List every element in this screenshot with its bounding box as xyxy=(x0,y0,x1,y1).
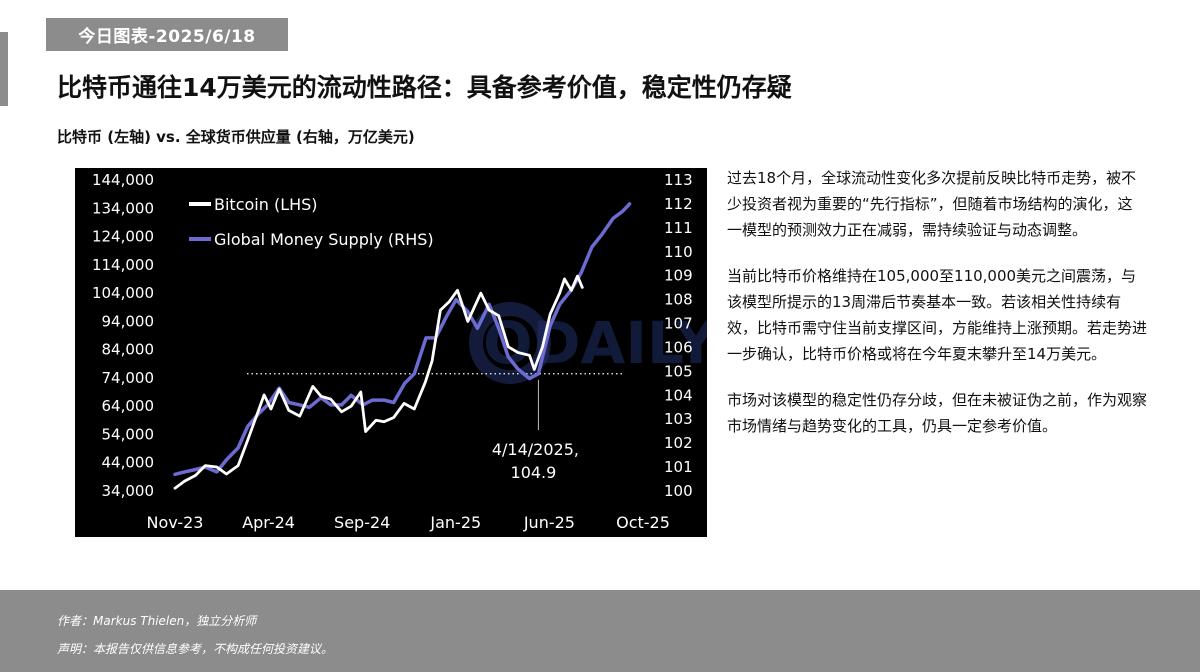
right-axis-tick-label: 109 xyxy=(664,267,693,285)
left-axis-tick-label: 104,000 xyxy=(92,284,154,302)
left-axis-tick-label: 144,000 xyxy=(92,171,154,189)
right-axis-tick-label: 107 xyxy=(664,315,693,333)
left-axis-tick-label: 64,000 xyxy=(102,397,155,415)
watermark-text: ODAILY xyxy=(483,309,707,377)
right-axis-tick-label: 102 xyxy=(664,434,693,452)
right-axis-tick-label: 110 xyxy=(664,243,693,261)
x-axis-tick-label: Apr-24 xyxy=(242,513,295,532)
right-axis-tick-label: 101 xyxy=(664,458,693,476)
money-supply-line xyxy=(173,202,632,477)
right-axis-tick-label: 111 xyxy=(664,219,693,237)
left-axis-tick-label: 54,000 xyxy=(102,425,155,443)
x-axis-tick-label: Sep-24 xyxy=(334,513,390,532)
x-axis-tick-label: Jan-25 xyxy=(429,513,481,532)
legend-label-2: Global Money Supply (RHS) xyxy=(214,230,434,249)
right-axis-tick-label: 105 xyxy=(664,362,693,380)
left-axis-tick-label: 124,000 xyxy=(92,228,154,246)
right-axis-tick-label: 103 xyxy=(664,410,693,428)
left-axis-tick-label: 134,000 xyxy=(92,199,154,217)
annotation-value-label: 104.9 xyxy=(511,463,557,482)
chart-panel: ODAILY 144,000 134,000 124,000 114,000 104,00… xyxy=(75,168,707,537)
date-badge: 今日图表-2025/6/18 xyxy=(46,18,288,51)
left-axis-tick-label: 44,000 xyxy=(102,454,155,472)
commentary-paragraph-2: 当前比特币价格维持在105,000至110,000美元之间震荡，与该模型所提示的… xyxy=(727,267,1148,363)
right-axis-tick-label: 104 xyxy=(664,386,693,404)
legend-label-1: Bitcoin (LHS) xyxy=(214,195,318,214)
commentary-paragraph-1: 过去18个月，全球流动性变化多次提前反映比特币走势，被不少投资者视为重要的“先行… xyxy=(727,169,1137,239)
right-axis-tick-label: 112 xyxy=(664,195,693,213)
right-axis-tick-label: 113 xyxy=(664,171,693,189)
x-axis-tick-label: Nov-23 xyxy=(147,513,204,532)
x-axis-tick-label: Jun-25 xyxy=(523,513,575,532)
right-axis-tick-label: 108 xyxy=(664,291,693,309)
right-axis-tick-label: 100 xyxy=(664,482,693,500)
left-axis-tick-label: 34,000 xyxy=(102,482,155,500)
commentary-paragraph-3: 市场对该模型的稳定性仍存分歧，但在未被证伪之前，作为观察市场情绪与趋势变化的工具… xyxy=(727,391,1148,435)
left-accent-bar xyxy=(0,32,8,106)
left-axis-tick-label: 114,000 xyxy=(92,256,154,274)
x-axis-tick-label: Oct-25 xyxy=(616,513,670,532)
footer-author: 作者：Markus Thielen，独立分析师 xyxy=(57,614,257,628)
left-axis-tick-label: 74,000 xyxy=(102,369,155,387)
page-title: 比特币通往14万美元的流动性路径：具备参考价值，稳定性仍存疑 xyxy=(57,73,792,102)
commentary: 过去18个月，全球流动性变化多次提前反映比特币走势，被不少投资者视为重要的“先行… xyxy=(727,165,1147,459)
bitcoin-line xyxy=(173,274,584,490)
chart-subtitle: 比特币 (左轴) vs. 全球货币供应量 (右轴，万亿美元) xyxy=(57,128,415,146)
footer-disclaimer: 声明：本报告仅供信息参考，不构成任何投资建议。 xyxy=(57,642,334,656)
annotation-date-label: 4/14/2025, xyxy=(492,440,579,459)
right-axis-tick-label: 106 xyxy=(664,338,693,356)
left-axis-tick-label: 94,000 xyxy=(102,312,155,330)
chart-svg: ODAILY 144,000 134,000 124,000 114,000 104,00… xyxy=(92,171,707,532)
footer: 作者：Markus Thielen，独立分析师 声明：本报告仅供信息参考，不构成… xyxy=(0,590,1200,672)
left-axis-tick-label: 84,000 xyxy=(102,341,155,359)
